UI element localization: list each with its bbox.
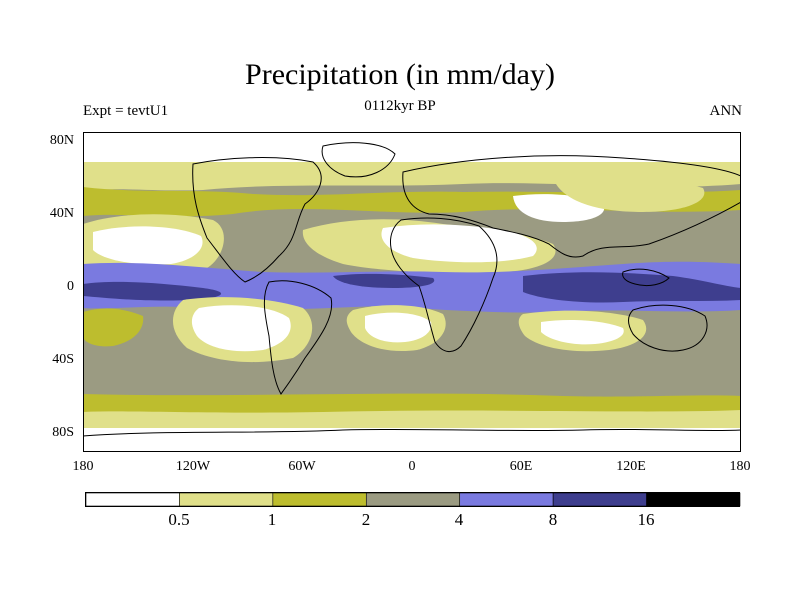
colorbar-cell xyxy=(552,492,647,507)
map-frame xyxy=(83,132,741,452)
south-america-coast xyxy=(263,280,333,395)
south-midlat-band xyxy=(83,393,741,413)
x-tick-label: 180 xyxy=(72,459,94,474)
colorbar-frame xyxy=(85,492,740,507)
north-pacific-dry-core xyxy=(93,226,203,265)
period-label: 0112kyr BP xyxy=(364,98,436,114)
itcz-core xyxy=(523,272,741,303)
colorbar-label: 16 xyxy=(637,510,655,529)
colorbar-cell xyxy=(459,492,554,507)
central-asia-band xyxy=(553,175,705,212)
x-tick-label: 0 xyxy=(408,459,416,474)
y-tick-label: 0 xyxy=(67,279,74,294)
colorbar-cell xyxy=(179,492,274,507)
south-atlantic-dry-core xyxy=(365,312,432,343)
indian-ocean-dry-core xyxy=(541,320,624,345)
x-tick-label: 60W xyxy=(288,459,316,474)
africa-coast xyxy=(390,217,498,352)
y-tick-label: 80S xyxy=(52,425,74,440)
colorbar-label: 8 xyxy=(548,510,558,529)
north-africa-dry-core xyxy=(381,224,537,263)
y-tick-label: 40S xyxy=(52,352,74,367)
chart-title: Precipitation (in mm/day) xyxy=(245,58,555,91)
colorbar-cell xyxy=(365,492,461,507)
season-label: ANN xyxy=(709,103,743,119)
colorbar xyxy=(85,492,741,507)
coastlines xyxy=(83,142,741,437)
east-pacific-dry-band xyxy=(83,308,144,347)
north-america-coast xyxy=(192,157,322,283)
greenland-coast xyxy=(321,142,396,178)
y-tick-label: 40N xyxy=(49,206,74,221)
x-tick-label: 180 xyxy=(729,459,751,474)
eurasia-coast xyxy=(402,155,741,258)
colorbar-label: 4 xyxy=(454,510,464,529)
colorbar-cell xyxy=(646,492,741,507)
colorbar-cell xyxy=(85,492,180,507)
south-polar-band xyxy=(83,426,741,452)
x-tick-label: 60E xyxy=(509,459,533,474)
x-tick-label: 120W xyxy=(175,459,211,474)
y-tick-label: 80N xyxy=(49,133,74,148)
experiment-label: Expt = tevtU1 xyxy=(83,103,169,119)
colorbar-label: 0.5 xyxy=(168,510,190,529)
east-pacific-core xyxy=(83,281,222,301)
australia-coast xyxy=(628,304,708,352)
north-polar-band xyxy=(83,132,741,162)
colorbar-label: 1 xyxy=(267,510,277,529)
antarctica-coast xyxy=(83,428,741,437)
precipitation-map xyxy=(83,132,741,452)
colorbar-cell xyxy=(272,492,367,507)
x-tick-label: 120E xyxy=(616,459,646,474)
colorbar-label: 2 xyxy=(361,510,371,529)
maritime-continent-coast xyxy=(622,268,670,287)
